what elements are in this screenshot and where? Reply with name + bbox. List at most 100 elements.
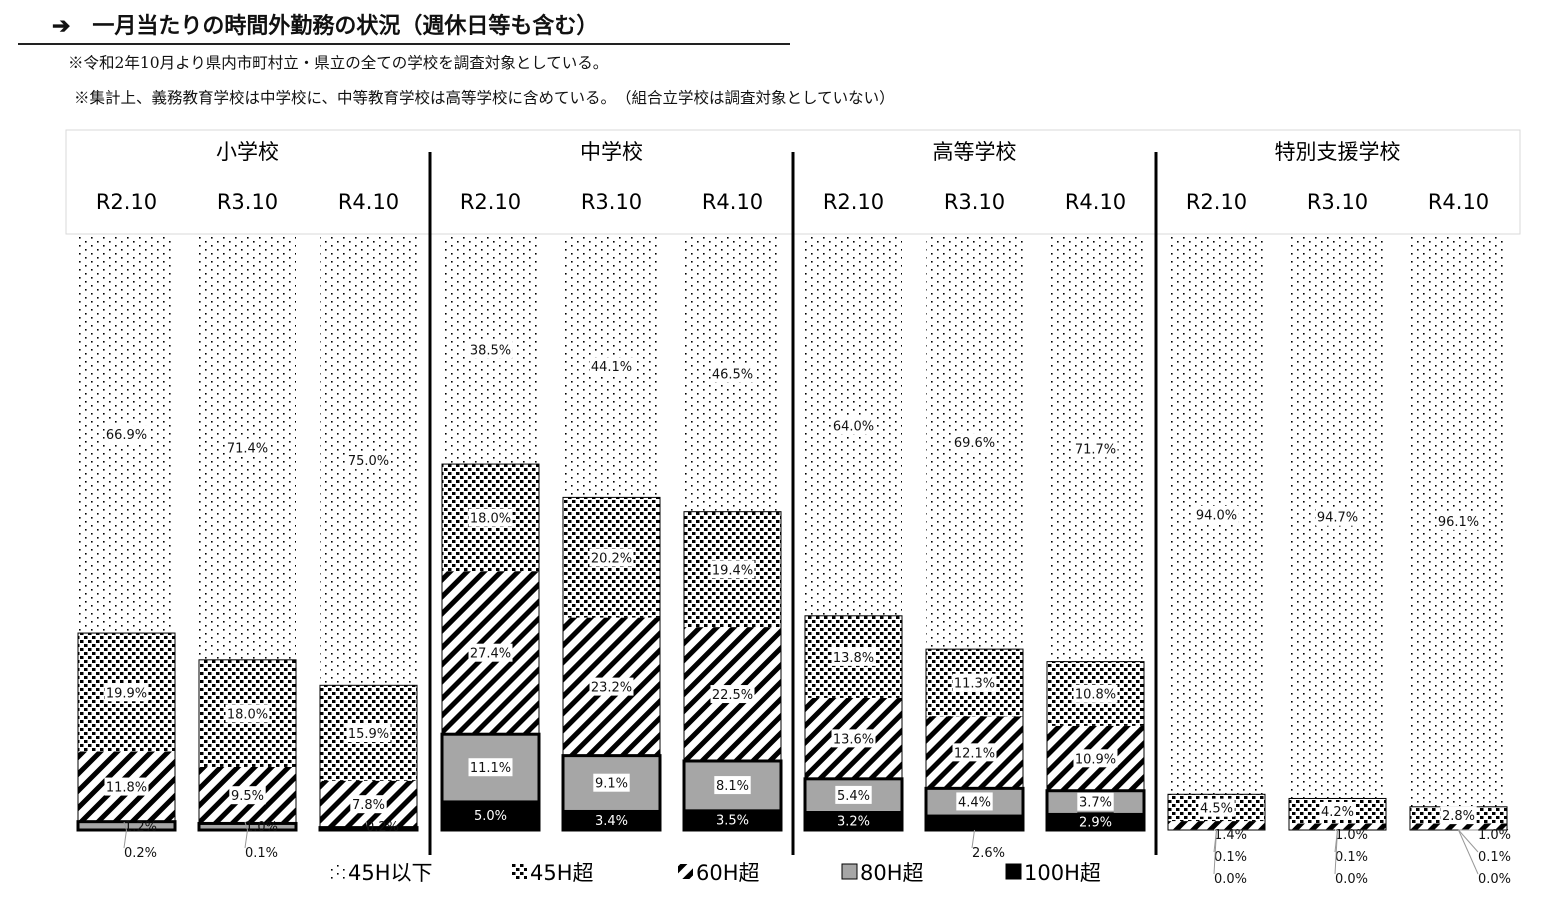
data-label: 75.0% xyxy=(348,454,389,469)
data-label: 1.0% xyxy=(245,820,278,835)
bar-segment-80h-over xyxy=(199,823,296,830)
data-label: 11.3% xyxy=(954,677,995,692)
category-tick-label: R3.10 xyxy=(217,190,278,214)
legend-swatch xyxy=(512,864,527,879)
data-label-bg xyxy=(350,795,387,814)
leader-line xyxy=(123,829,127,849)
data-label: 3.2% xyxy=(837,814,870,829)
data-label-bg xyxy=(589,357,634,376)
data-label-bg xyxy=(1077,812,1114,831)
legend-label: 45H以下 xyxy=(348,861,433,885)
title-underline xyxy=(18,43,790,45)
bar-segment-60h-over xyxy=(1168,821,1265,830)
data-label: 18.0% xyxy=(470,512,511,527)
data-label-bg xyxy=(714,810,751,829)
legend-label: 60H超 xyxy=(696,861,760,885)
data-label-bg xyxy=(468,340,513,359)
data-label: 20.2% xyxy=(591,551,632,566)
category-tick-label: R2.10 xyxy=(460,190,521,214)
legend-swatch xyxy=(841,863,858,880)
category-tick-label: R3.10 xyxy=(944,190,1005,214)
bar-segment-80h-over xyxy=(78,821,175,829)
data-label-bg xyxy=(710,364,755,383)
data-label: 0.2% xyxy=(124,846,157,861)
data-label-bg xyxy=(104,425,149,444)
bar-outline-high xyxy=(440,732,541,832)
bar-segment-100h-over xyxy=(926,814,1023,830)
category-tick-label: R4.10 xyxy=(338,190,399,214)
legend-item-45h-over: 45H超 xyxy=(512,861,594,885)
note-aggregation: ※集計上、義務教育学校は中学校に、中等教育学校は高等学校に含めている。 （組合立… xyxy=(74,89,895,107)
data-label: 2.8% xyxy=(1442,809,1475,824)
data-label: 71.7% xyxy=(1075,442,1116,457)
legend-label: 100H超 xyxy=(1024,861,1101,885)
data-label-bg xyxy=(472,806,509,825)
data-label: 96.1% xyxy=(1438,515,1479,530)
chart-title: ➔ 一月当たりの時間外勤務の状況（週休日等も含む） xyxy=(52,13,599,39)
data-label-bg xyxy=(835,785,872,804)
data-label-bg xyxy=(104,777,149,796)
data-label-bg xyxy=(1077,792,1114,811)
data-label: 15.9% xyxy=(348,727,389,742)
data-label: 9.5% xyxy=(231,789,264,804)
data-label: 66.9% xyxy=(106,428,147,443)
data-label: 0.1% xyxy=(1478,850,1511,865)
data-label: 64.0% xyxy=(833,419,874,434)
data-label: 0.1% xyxy=(1335,850,1368,865)
group-label: 高等学校 xyxy=(933,140,1017,164)
leader-line xyxy=(971,829,975,849)
data-label-bg xyxy=(831,729,876,748)
data-label: 3.5% xyxy=(716,814,749,829)
category-tick-label: R2.10 xyxy=(96,190,157,214)
group-dividers xyxy=(428,152,1158,855)
group-label: 中学校 xyxy=(580,140,643,164)
legend-label: 80H超 xyxy=(860,861,924,885)
legend-swatch xyxy=(1005,863,1022,880)
data-label-bg xyxy=(593,773,630,792)
data-label: 1.2% xyxy=(124,820,157,835)
category-tick-label: R4.10 xyxy=(1065,190,1126,214)
data-label-bg xyxy=(589,548,634,567)
data-label-bg xyxy=(1073,749,1118,768)
data-label: 13.6% xyxy=(833,732,874,747)
data-label-bg xyxy=(710,560,755,579)
bar-outline-high xyxy=(682,759,783,832)
bar-segment-60h-over xyxy=(1289,823,1386,830)
data-label: 69.6% xyxy=(954,436,995,451)
leader-line xyxy=(244,821,248,831)
data-label: 19.9% xyxy=(106,686,147,701)
data-label: 38.5% xyxy=(470,344,511,359)
data-label: 2.9% xyxy=(1079,815,1112,830)
leader-line xyxy=(1458,829,1479,875)
data-label: 1.4% xyxy=(1214,828,1247,843)
leader-line xyxy=(365,821,369,831)
data-label-bg xyxy=(710,685,755,704)
data-label-bg xyxy=(831,647,876,666)
data-label: 22.5% xyxy=(712,688,753,703)
data-label-bg xyxy=(468,643,513,662)
data-label: 2.6% xyxy=(972,846,1005,861)
data-label: 1.0% xyxy=(1335,828,1368,843)
data-label-bg xyxy=(346,451,391,470)
data-label-bg xyxy=(468,758,513,777)
legend-label: 45H超 xyxy=(530,861,594,885)
data-label: 0.2% xyxy=(366,820,399,835)
data-label: 10.9% xyxy=(1075,752,1116,767)
legend-swatch xyxy=(330,864,345,879)
leader-line xyxy=(123,821,127,831)
note-scope: ※令和2年10月より県内市町村立・県立の全ての学校を調査対象としている。 xyxy=(68,54,609,72)
category-tick-label: R3.10 xyxy=(1307,190,1368,214)
data-label: 9.1% xyxy=(595,777,628,792)
data-label: 5.0% xyxy=(474,809,507,824)
data-label: 0.0% xyxy=(1478,872,1511,887)
data-label-bg xyxy=(956,792,993,811)
legend-item-45h-or-less: 45H以下 xyxy=(330,861,433,885)
data-label-bg xyxy=(589,677,634,696)
data-label: 4.4% xyxy=(958,795,991,810)
data-label: 8.1% xyxy=(716,779,749,794)
legend-item-60h-over: 60H超 xyxy=(678,861,760,885)
data-label-bg xyxy=(225,704,270,723)
legend-item-80h-over: 80H超 xyxy=(841,861,924,885)
data-label: 19.4% xyxy=(712,563,753,578)
category-tick-label: R4.10 xyxy=(1428,190,1489,214)
